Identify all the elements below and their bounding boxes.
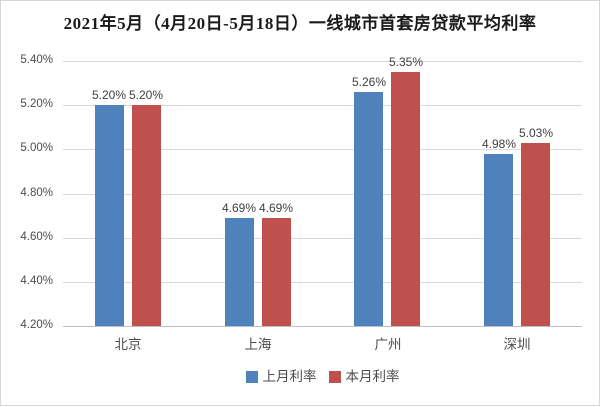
legend: 上月利率 本月利率 xyxy=(63,369,582,385)
legend-label-this-month: 本月利率 xyxy=(345,369,400,384)
bar-last-month-shenzhen xyxy=(484,154,513,326)
x-axis-label-guangzhou: 广州 xyxy=(374,337,402,352)
bar-this-month-shenzhen xyxy=(521,143,550,326)
bar-last-month-beijing xyxy=(95,105,124,326)
y-axis-tick-label: 4.40% xyxy=(20,275,53,287)
gridline xyxy=(63,282,582,283)
data-label-this-month-beijing: 5.20% xyxy=(128,88,164,102)
chart-title: 2021年5月（4月20日-5月18日）一线城市首套房贷款平均利率 xyxy=(63,14,537,33)
legend-swatch-last-month xyxy=(245,371,258,383)
gridline xyxy=(63,238,582,239)
legend-label-last-month: 上月利率 xyxy=(262,369,317,384)
data-label-this-month-shenzhen: 5.03% xyxy=(518,126,554,140)
data-label-last-month-shenzhen: 4.98% xyxy=(481,137,517,151)
bar-this-month-guangzhou xyxy=(391,72,420,326)
bar-this-month-shanghai xyxy=(262,218,291,326)
bar-last-month-guangzhou xyxy=(354,92,383,326)
gridline xyxy=(63,105,582,106)
y-axis-tick-label: 5.00% xyxy=(20,142,53,154)
x-axis-line xyxy=(63,326,582,327)
gridline xyxy=(63,61,582,62)
data-label-last-month-beijing: 5.20% xyxy=(91,88,127,102)
y-axis-tick-label: 4.60% xyxy=(20,231,53,243)
y-axis-tick-label: 4.20% xyxy=(20,319,53,331)
bar-this-month-beijing xyxy=(132,105,161,326)
legend-swatch-this-month xyxy=(328,371,341,383)
bar-last-month-shanghai xyxy=(225,218,254,326)
x-axis-label-shanghai: 上海 xyxy=(244,337,272,352)
legend-item-this-month: 本月利率 xyxy=(328,369,400,385)
data-label-last-month-guangzhou: 5.26% xyxy=(351,75,387,89)
gridline xyxy=(63,149,582,150)
data-label-this-month-guangzhou: 5.35% xyxy=(388,55,424,69)
y-axis-tick-label: 4.80% xyxy=(20,187,53,199)
y-axis-tick-label: 5.40% xyxy=(20,54,53,66)
x-axis-label-shenzhen: 深圳 xyxy=(503,337,531,352)
legend-item-last-month: 上月利率 xyxy=(245,369,317,385)
data-label-last-month-shanghai: 4.69% xyxy=(221,201,257,215)
x-axis-label-beijing: 北京 xyxy=(114,337,142,352)
y-axis-tick-label: 5.20% xyxy=(20,98,53,110)
data-label-this-month-shanghai: 4.69% xyxy=(258,201,294,215)
gridline xyxy=(63,194,582,195)
